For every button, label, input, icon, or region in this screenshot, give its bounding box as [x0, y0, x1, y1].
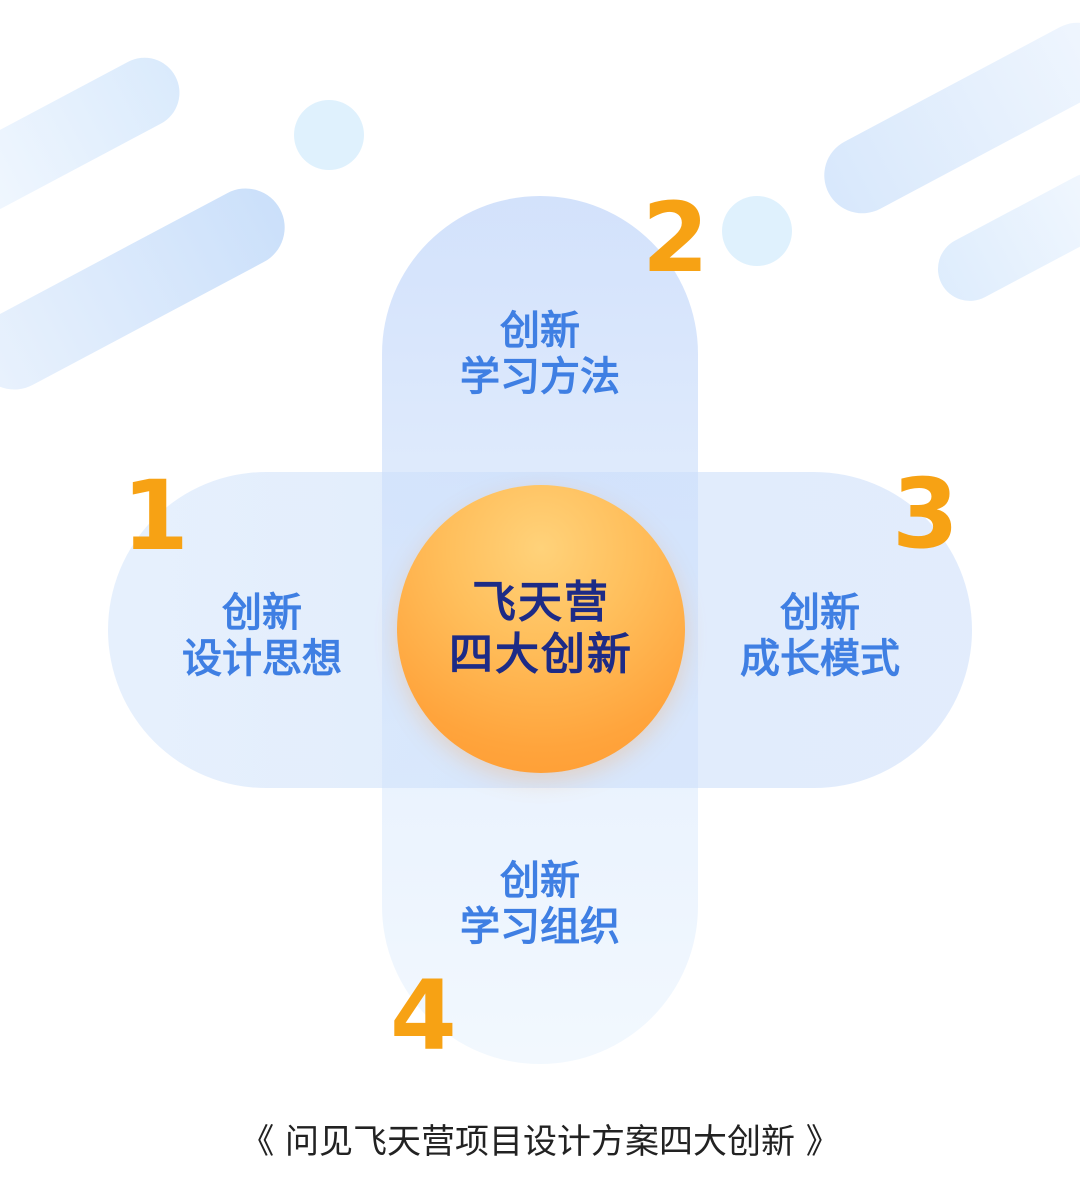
decorative-dot — [294, 100, 364, 170]
item-4-number: 4 — [390, 960, 457, 1072]
item-1-label: 创新 设计思想 — [162, 590, 362, 682]
decorative-dot — [722, 196, 792, 266]
item-1-label-line1: 创新 — [222, 590, 302, 636]
item-1-number: 1 — [122, 460, 189, 572]
item-3-label-line2: 成长模式 — [740, 636, 900, 682]
item-2-number: 2 — [642, 182, 709, 294]
item-4-label-line1: 创新 — [500, 858, 580, 904]
item-1-label-line2: 设计思想 — [182, 636, 342, 682]
item-3-number: 3 — [892, 458, 959, 570]
decorative-stripe — [926, 161, 1080, 313]
item-2-label: 创新 学习方法 — [440, 308, 640, 400]
decorative-stripe — [0, 174, 299, 404]
item-2-label-line1: 创新 — [500, 308, 580, 354]
center-title-line2: 四大创新 — [449, 629, 633, 680]
item-4-label-line2: 学习组织 — [460, 904, 620, 950]
item-3-label: 创新 成长模式 — [720, 590, 920, 682]
center-circle: 飞天营 四大创新 — [397, 485, 685, 773]
decorative-stripe — [0, 45, 192, 225]
item-2-label-line2: 学习方法 — [460, 354, 620, 400]
decorative-stripe — [810, 9, 1080, 227]
caption: 《 问见飞天营项目设计方案四大创新 》 — [240, 1122, 840, 1162]
center-title-line1: 飞天营 — [472, 577, 610, 628]
item-3-label-line1: 创新 — [780, 590, 860, 636]
item-4-label: 创新 学习组织 — [440, 858, 640, 950]
